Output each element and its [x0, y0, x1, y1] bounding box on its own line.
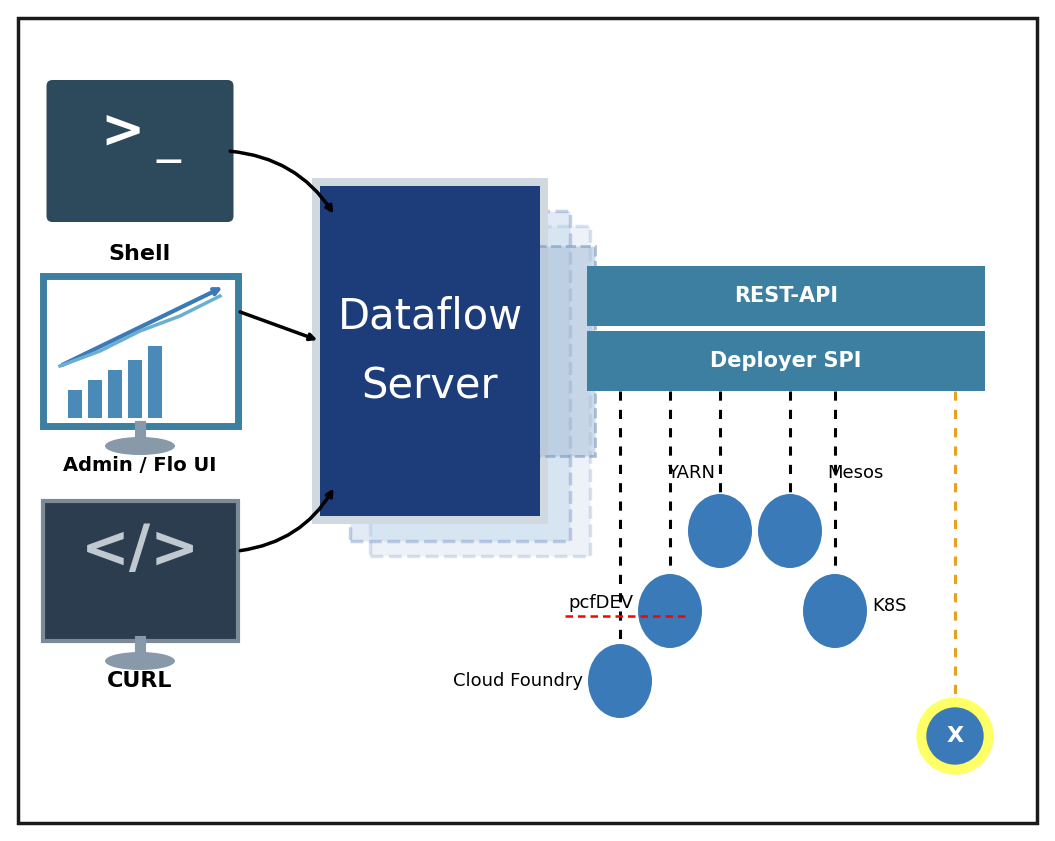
- Text: Dataflow: Dataflow: [338, 295, 522, 337]
- Text: Cloud Foundry: Cloud Foundry: [453, 672, 583, 690]
- Text: REST-API: REST-API: [734, 286, 838, 306]
- Text: Admin / Flo UI: Admin / Flo UI: [63, 456, 216, 475]
- Ellipse shape: [757, 494, 822, 568]
- Text: Server: Server: [362, 365, 498, 407]
- Text: Mesos: Mesos: [827, 464, 883, 482]
- Text: X: X: [946, 726, 963, 746]
- Ellipse shape: [803, 574, 867, 648]
- Ellipse shape: [106, 437, 175, 455]
- FancyBboxPatch shape: [42, 501, 237, 641]
- Bar: [68, 390, 82, 418]
- Text: Shell: Shell: [109, 244, 171, 264]
- Ellipse shape: [588, 644, 652, 718]
- Bar: [587, 266, 985, 326]
- FancyBboxPatch shape: [530, 246, 595, 456]
- Bar: [128, 360, 142, 418]
- Text: Deployer SPI: Deployer SPI: [710, 351, 862, 371]
- Ellipse shape: [106, 652, 175, 670]
- Bar: [148, 346, 162, 418]
- FancyBboxPatch shape: [370, 226, 590, 556]
- Ellipse shape: [688, 494, 752, 568]
- Bar: [88, 380, 102, 418]
- Bar: [108, 370, 122, 418]
- FancyBboxPatch shape: [42, 276, 237, 426]
- Text: —: —: [154, 147, 181, 175]
- Text: </>: </>: [80, 522, 199, 579]
- Text: >: >: [100, 107, 145, 159]
- Circle shape: [917, 698, 993, 774]
- Text: K8S: K8S: [872, 597, 906, 615]
- Circle shape: [927, 708, 983, 764]
- Text: YARN: YARN: [667, 464, 715, 482]
- Text: pcfDEV: pcfDEV: [568, 594, 633, 612]
- Ellipse shape: [638, 574, 702, 648]
- FancyBboxPatch shape: [46, 80, 233, 222]
- FancyBboxPatch shape: [312, 178, 548, 524]
- Bar: [587, 331, 985, 391]
- FancyBboxPatch shape: [320, 186, 540, 516]
- Text: CURL: CURL: [108, 671, 173, 691]
- FancyBboxPatch shape: [350, 211, 570, 541]
